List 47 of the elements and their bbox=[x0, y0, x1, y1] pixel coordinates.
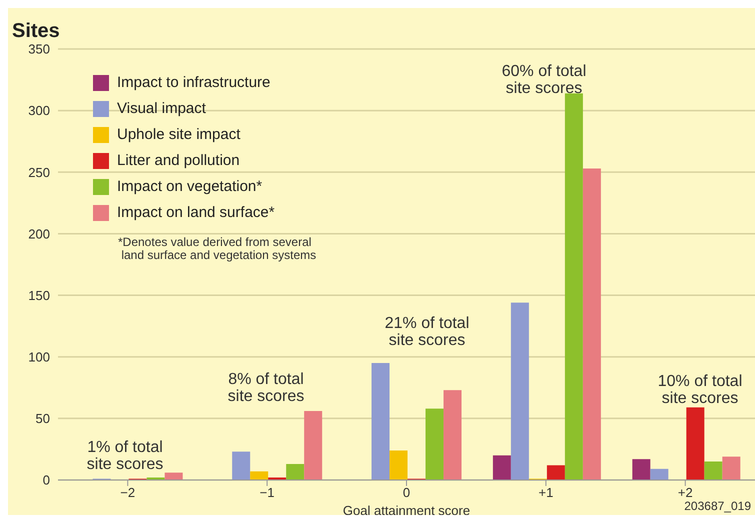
annotation: 60% of total site scores bbox=[502, 63, 586, 98]
bar bbox=[546, 465, 565, 480]
bar bbox=[250, 471, 268, 480]
bar bbox=[492, 455, 511, 480]
bar bbox=[582, 168, 601, 480]
x-tick-label: 0 bbox=[402, 485, 410, 500]
y-tick-label: 300 bbox=[28, 103, 50, 118]
bar bbox=[164, 472, 183, 480]
legend-label: Impact on vegetation* bbox=[117, 177, 262, 197]
text: 203687_019 bbox=[684, 499, 751, 513]
annotation: 1% of total site scores bbox=[86, 439, 164, 474]
x-axis-title: Goal attainment score bbox=[342, 503, 470, 518]
bar bbox=[372, 363, 390, 480]
legend-label: Litter and pollution bbox=[117, 151, 240, 171]
y-tick-label: 250 bbox=[28, 164, 50, 180]
bar bbox=[426, 408, 444, 480]
bar bbox=[510, 302, 529, 480]
bar bbox=[722, 456, 740, 480]
bar bbox=[686, 407, 704, 480]
annotation: 10% of total site scores bbox=[658, 373, 742, 408]
legend-label: Visual impact bbox=[117, 99, 206, 119]
x-tick-label: −1 bbox=[260, 485, 275, 500]
bar bbox=[632, 459, 650, 480]
annotation: *Denotes value derived from several land surface and vegetation systems bbox=[118, 235, 316, 262]
bar bbox=[564, 93, 583, 480]
annotation: 8% of total site scores bbox=[228, 371, 304, 406]
y-tick-label: 350 bbox=[28, 42, 50, 57]
y-axis-title: Sites bbox=[12, 20, 60, 43]
bar bbox=[232, 452, 250, 480]
y-tick-label: 200 bbox=[28, 226, 50, 242]
bar bbox=[390, 450, 408, 480]
x-tick-label: −2 bbox=[120, 485, 136, 500]
y-tick-label: 0 bbox=[42, 472, 50, 488]
y-tick-label: 150 bbox=[28, 288, 50, 303]
legend-label: Uphole site impact bbox=[117, 125, 240, 145]
legend-label: Impact on land surface* bbox=[117, 203, 275, 223]
bar bbox=[704, 462, 722, 480]
legend-label: Impact to infrastructure bbox=[117, 73, 270, 93]
x-tick-label: +2 bbox=[678, 485, 693, 500]
y-tick-label: 50 bbox=[36, 411, 50, 426]
annotation: 21% of total site scores bbox=[384, 315, 470, 350]
bar bbox=[650, 468, 668, 480]
bar bbox=[286, 464, 304, 480]
bar bbox=[304, 411, 322, 480]
x-tick-label: +1 bbox=[538, 485, 554, 500]
bar bbox=[444, 390, 462, 480]
y-tick-label: 100 bbox=[28, 349, 50, 364]
